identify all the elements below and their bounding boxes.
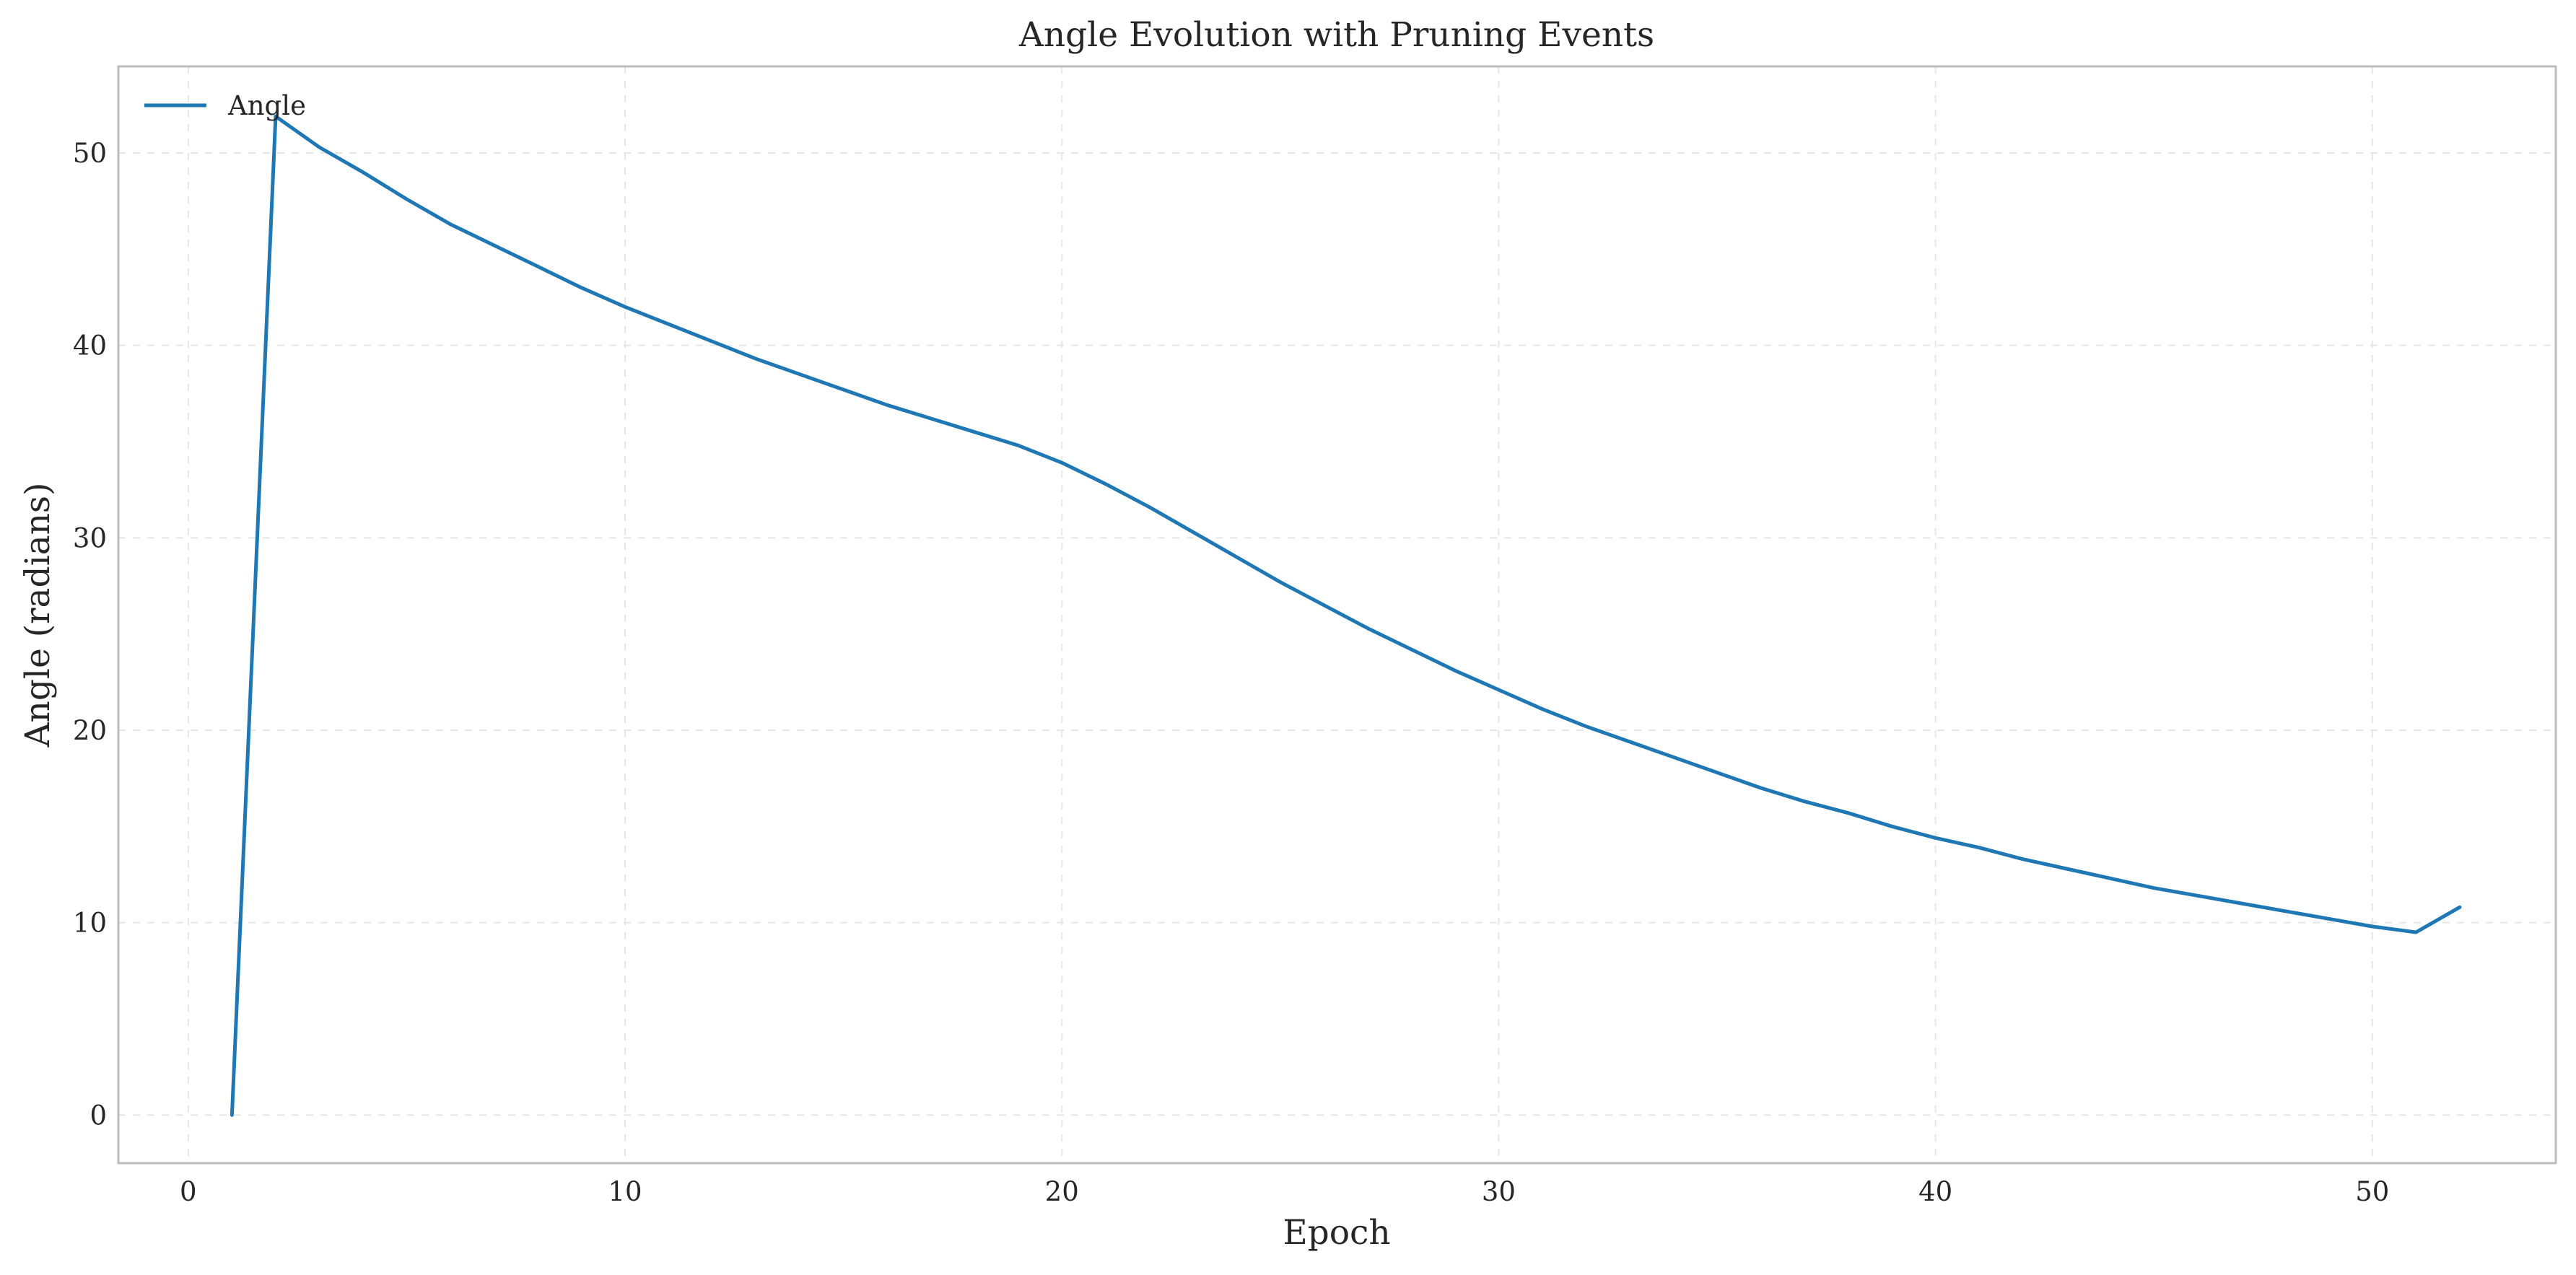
x-tick-label: 50 <box>2355 1176 2389 1207</box>
grid <box>118 66 2556 1163</box>
y-tick-label: 50 <box>73 138 107 169</box>
series-line-angle <box>230 114 2462 1117</box>
x-tick-label: 30 <box>1482 1176 1516 1207</box>
x-axis-title: Epoch <box>1283 1213 1390 1253</box>
x-tick-label: 10 <box>608 1176 642 1207</box>
plot-frame <box>117 65 2557 1165</box>
x-tick-label: 40 <box>1918 1176 1952 1207</box>
series-layer <box>230 114 2462 1117</box>
x-tick-label: 20 <box>1045 1176 1079 1207</box>
y-tick-label: 40 <box>73 330 107 362</box>
legend: Angle <box>144 90 306 121</box>
y-tick-label: 30 <box>73 522 107 553</box>
y-axis-title: Angle (radians) <box>18 483 58 748</box>
y-tick-label: 0 <box>89 1100 107 1131</box>
chart-title: Angle Evolution with Pruning Events <box>1018 15 1654 55</box>
x-tick-labels: 0 10 20 30 40 50 <box>180 1176 2389 1207</box>
x-tick-label: 0 <box>180 1176 197 1207</box>
y-tick-labels: 0 10 20 30 40 50 <box>73 138 107 1131</box>
y-tick-label: 20 <box>73 715 107 746</box>
legend-label: Angle <box>227 90 306 121</box>
y-tick-label: 10 <box>73 908 107 939</box>
